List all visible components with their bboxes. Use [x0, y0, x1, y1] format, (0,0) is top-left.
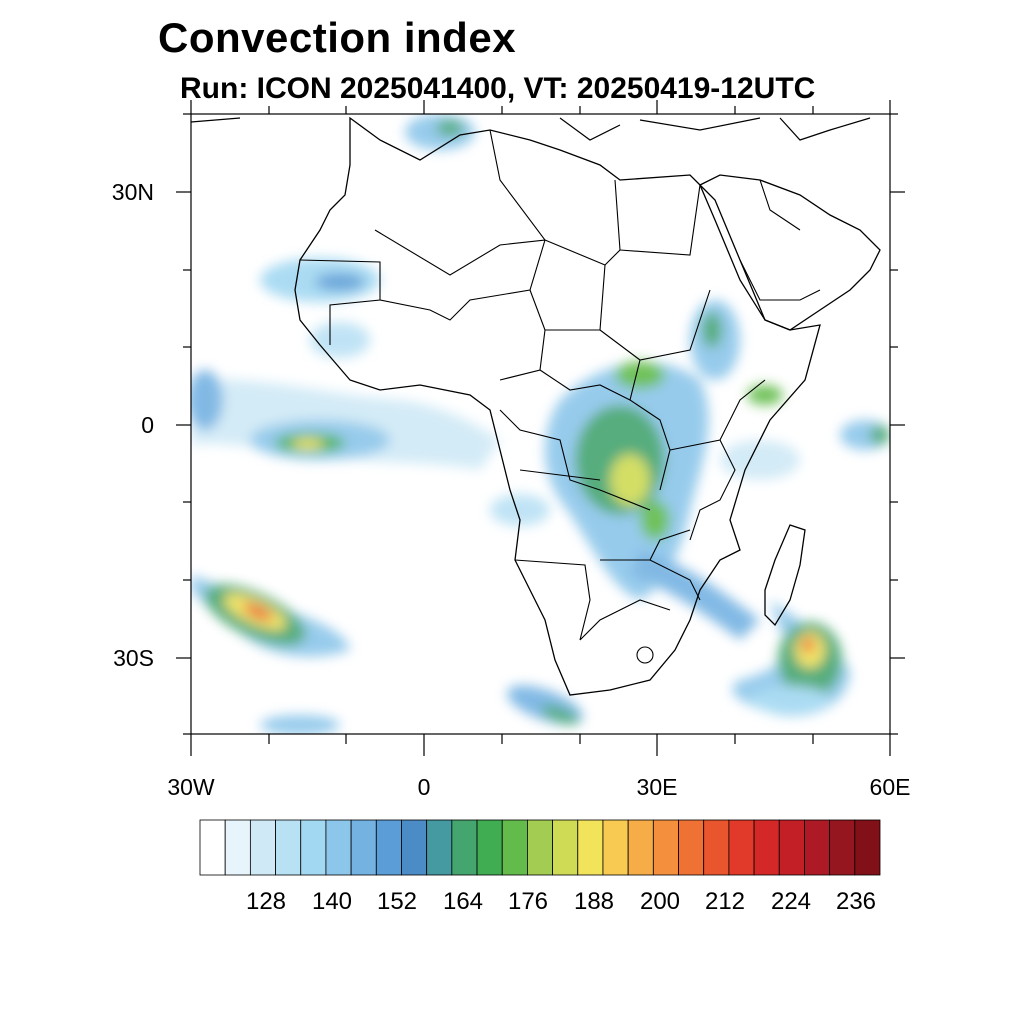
- colorbar-swatch: [224, 819, 251, 876]
- colorbar-swatch: [627, 819, 654, 876]
- colorbar-swatch: [375, 819, 402, 876]
- colorbar-swatch: [249, 819, 276, 876]
- colorbar-swatch: [552, 819, 579, 876]
- lon-tick-label-60e: 60E: [869, 774, 911, 800]
- colorbar-swatch: [778, 819, 805, 876]
- colorbar-label: 140: [311, 888, 353, 915]
- lon-tick-label-30w: 30W: [167, 774, 215, 800]
- colorbar-swatch: [325, 819, 352, 876]
- coastline-madagascar: [764, 524, 806, 627]
- colorbar-swatch: [451, 819, 478, 876]
- coastline-africa: [294, 116, 821, 696]
- coastline-europe: [191, 117, 871, 141]
- lat-tick-label-30n: 30N: [111, 179, 154, 205]
- lat-tick-label-30s: 30S: [113, 645, 154, 671]
- colorbar-label: 200: [639, 888, 681, 915]
- map-frame: [190, 113, 891, 735]
- colorbar-label: 236: [835, 888, 877, 915]
- colorbar: [199, 819, 881, 876]
- colorbar-label: 152: [376, 888, 418, 915]
- colorbar-swatch: [678, 819, 705, 876]
- colorbar-swatch: [527, 819, 553, 876]
- colorbar-swatch: [275, 819, 302, 876]
- colorbar-swatch: [501, 819, 528, 876]
- colorbar-swatch: [577, 819, 604, 876]
- colorbar-label: 224: [770, 888, 812, 915]
- chart-subtitle: Run: ICON 2025041400, VT: 20250419-12UTC: [180, 72, 816, 105]
- colorbar-label: 176: [507, 888, 549, 915]
- convection-field: [191, 114, 890, 734]
- coastline-arabia: [699, 174, 881, 331]
- colorbar-swatch: [804, 819, 831, 876]
- colorbar-swatch: [199, 819, 226, 876]
- lat-tick-label-0: 0: [141, 412, 154, 438]
- colorbar-swatch: [401, 819, 428, 876]
- colorbar-swatch: [602, 819, 629, 876]
- colorbar-swatch: [703, 819, 730, 876]
- colorbar-label: 212: [704, 888, 746, 915]
- colorbar-swatch: [728, 819, 755, 876]
- axis-ticks: [176, 100, 905, 756]
- colorbar-swatch: [753, 819, 780, 876]
- colorbar-label: 188: [573, 888, 615, 915]
- colorbar-swatch: [652, 819, 679, 876]
- lon-tick-label-30e: 30E: [636, 774, 678, 800]
- chart-title: Convection index: [158, 14, 517, 61]
- colorbar-swatch: [854, 819, 881, 876]
- country-borders: [299, 129, 821, 664]
- colorbar-swatch: [426, 819, 453, 876]
- colorbar-label: 128: [245, 888, 287, 915]
- lon-tick-label-0: 0: [417, 774, 431, 800]
- colorbar-swatch: [476, 819, 503, 876]
- colorbar-label: 164: [442, 888, 484, 915]
- colorbar-swatch: [350, 819, 377, 876]
- colorbar-swatch: [300, 819, 327, 876]
- colorbar-swatch: [829, 819, 856, 876]
